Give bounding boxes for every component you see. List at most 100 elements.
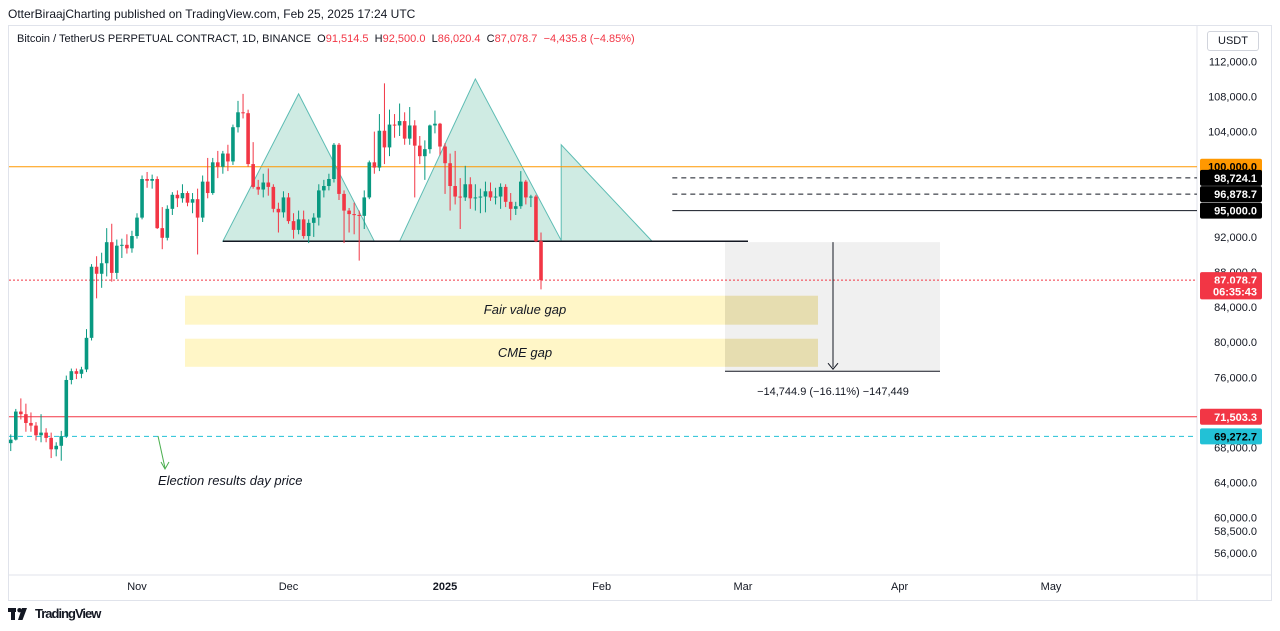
candle[interactable]: [519, 181, 523, 207]
candle[interactable]: [407, 125, 412, 139]
candle[interactable]: [508, 201, 513, 209]
candle[interactable]: [29, 422, 33, 426]
candle[interactable]: [185, 193, 190, 203]
candle[interactable]: [342, 193, 346, 211]
candle[interactable]: [377, 130, 382, 168]
candle[interactable]: [412, 125, 417, 146]
candle[interactable]: [418, 145, 422, 157]
candle[interactable]: [357, 214, 361, 216]
candle[interactable]: [296, 219, 301, 230]
symbol-name[interactable]: Bitcoin / TetherUS PERPETUAL CONTRACT, 1…: [17, 33, 312, 45]
candle[interactable]: [337, 144, 341, 194]
candle[interactable]: [246, 113, 250, 165]
candle[interactable]: [291, 221, 296, 230]
price-tag-1[interactable]: [1200, 169, 1262, 186]
candle[interactable]: [433, 123, 437, 126]
candle[interactable]: [79, 369, 84, 374]
candle[interactable]: [539, 241, 543, 281]
candle[interactable]: [317, 190, 321, 218]
candle[interactable]: [59, 436, 64, 446]
candle[interactable]: [165, 208, 170, 238]
candle[interactable]: [372, 162, 377, 168]
candle[interactable]: [483, 191, 488, 197]
price-tag-3[interactable]: [1200, 202, 1262, 219]
candle[interactable]: [125, 244, 129, 249]
candle[interactable]: [160, 228, 165, 238]
candle[interactable]: [44, 432, 48, 438]
candle[interactable]: [34, 425, 38, 436]
candle[interactable]: [74, 371, 79, 374]
candle[interactable]: [332, 144, 336, 179]
price-tag-6[interactable]: [1200, 408, 1262, 425]
candle[interactable]: [155, 178, 159, 229]
candle[interactable]: [150, 178, 154, 181]
candle[interactable]: [226, 153, 230, 162]
candle[interactable]: [241, 112, 245, 114]
candle[interactable]: [448, 163, 452, 187]
candle[interactable]: [24, 414, 28, 423]
candle[interactable]: [498, 186, 503, 197]
candle[interactable]: [397, 121, 402, 126]
candle[interactable]: [231, 127, 235, 162]
candle[interactable]: [84, 337, 89, 370]
candle[interactable]: [276, 208, 281, 213]
candle[interactable]: [367, 162, 372, 198]
zone-1[interactable]: [185, 338, 725, 367]
candle[interactable]: [89, 266, 94, 338]
candle[interactable]: [286, 197, 291, 222]
candle[interactable]: [458, 196, 462, 198]
candle[interactable]: [453, 186, 457, 197]
candle[interactable]: [195, 199, 200, 218]
candle[interactable]: [534, 196, 538, 242]
candle[interactable]: [271, 186, 276, 209]
candle[interactable]: [145, 178, 149, 181]
candle[interactable]: [423, 149, 427, 157]
candle[interactable]: [190, 199, 195, 203]
candle[interactable]: [438, 123, 442, 147]
price-tag-2[interactable]: [1200, 186, 1262, 203]
candle[interactable]: [205, 181, 210, 194]
candle[interactable]: [175, 194, 180, 199]
candle[interactable]: [301, 219, 306, 237]
candle[interactable]: [120, 244, 124, 246]
candle[interactable]: [266, 182, 271, 187]
candle[interactable]: [115, 245, 119, 273]
candle[interactable]: [256, 186, 260, 190]
candle[interactable]: [402, 121, 407, 139]
candle[interactable]: [261, 182, 266, 190]
candle[interactable]: [503, 186, 508, 202]
candle[interactable]: [49, 437, 53, 450]
candle[interactable]: [180, 193, 185, 199]
candle[interactable]: [468, 184, 473, 199]
candle[interactable]: [352, 214, 356, 216]
currency-selector[interactable]: USDT: [1207, 31, 1259, 51]
candle[interactable]: [170, 194, 175, 209]
candle[interactable]: [221, 153, 225, 167]
candle[interactable]: [463, 184, 468, 198]
candle[interactable]: [347, 210, 351, 215]
candle[interactable]: [140, 178, 144, 218]
candle[interactable]: [200, 181, 205, 218]
candle[interactable]: [473, 197, 478, 199]
candle[interactable]: [443, 146, 447, 164]
candle[interactable]: [210, 162, 215, 194]
candle[interactable]: [493, 196, 498, 198]
candle[interactable]: [488, 191, 493, 198]
candle[interactable]: [529, 196, 533, 198]
candle[interactable]: [327, 178, 331, 187]
candle[interactable]: [8, 439, 13, 444]
price-tag-5[interactable]: [1200, 283, 1262, 300]
price-tag-7[interactable]: [1200, 428, 1262, 445]
candle[interactable]: [104, 242, 109, 264]
candle[interactable]: [281, 197, 286, 213]
candle[interactable]: [362, 197, 367, 216]
candle[interactable]: [19, 411, 23, 415]
candle[interactable]: [216, 162, 220, 167]
candle[interactable]: [311, 217, 316, 223]
candle[interactable]: [14, 411, 18, 440]
candle[interactable]: [135, 217, 139, 237]
zone-0[interactable]: [185, 295, 725, 325]
candle[interactable]: [478, 196, 483, 198]
candle[interactable]: [524, 181, 528, 198]
